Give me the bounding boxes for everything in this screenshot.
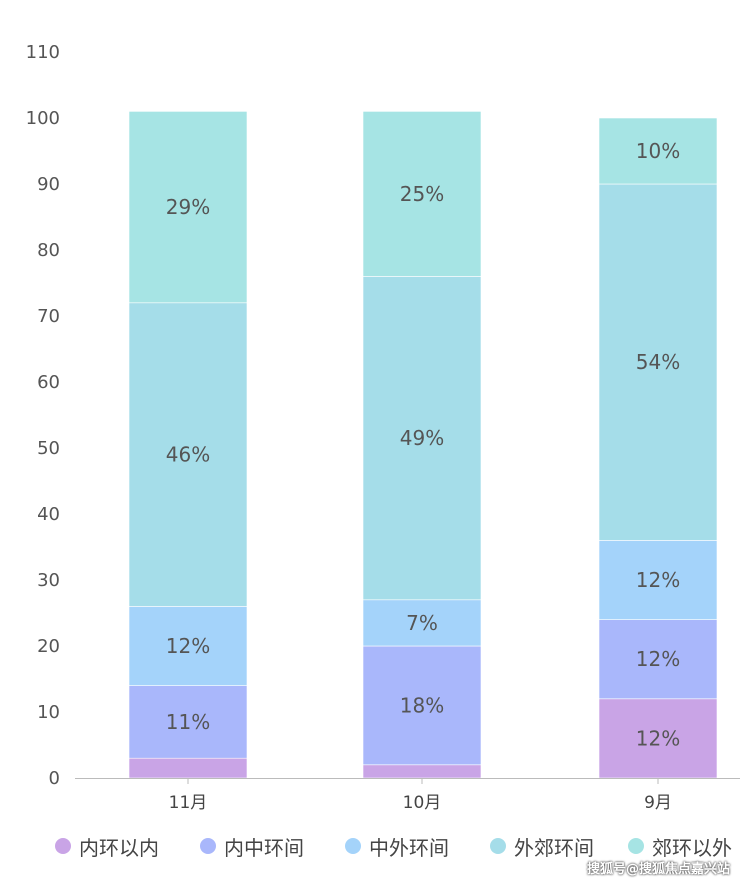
data-label: 12% bbox=[166, 634, 210, 658]
bar-segment bbox=[128, 111, 248, 304]
legend-label: 内中环间 bbox=[224, 835, 304, 860]
x-tick-label: 11月 bbox=[169, 793, 208, 813]
stacked-bar-chart: 0 10 20 30 40 50 60 70 80 90 100 110 11% 12% 46% 29% 18… bbox=[26, 42, 740, 813]
x-tick-label: 9月 bbox=[644, 793, 672, 813]
legend-item[interactable]: 郊环以外 bbox=[628, 826, 732, 866]
bar-segment bbox=[128, 685, 248, 759]
y-tick-label: 70 bbox=[37, 306, 60, 327]
data-label: 12% bbox=[636, 726, 680, 750]
legend-swatch bbox=[55, 838, 71, 854]
bar-segment bbox=[598, 619, 718, 700]
legend-label: 郊环以外 bbox=[652, 835, 732, 860]
legend-swatch bbox=[345, 838, 361, 854]
data-label: 29% bbox=[166, 195, 210, 219]
data-label: 46% bbox=[166, 443, 210, 467]
y-tick-label: 10 bbox=[37, 702, 60, 723]
data-label: 18% bbox=[400, 693, 444, 717]
bar-segment bbox=[362, 645, 482, 766]
legend-label: 中外环间 bbox=[369, 835, 449, 860]
y-tick-label: 100 bbox=[26, 108, 60, 129]
y-tick-label: 90 bbox=[37, 174, 60, 195]
bar-segment bbox=[362, 599, 482, 647]
legend: 内环以内 内中环间 中外环间 外郊环间 郊环以外 bbox=[0, 826, 740, 866]
y-tick-label: 80 bbox=[37, 240, 60, 261]
bar-segment bbox=[362, 276, 482, 601]
legend-item[interactable]: 内环以内 bbox=[55, 826, 159, 866]
legend-label: 外郊环间 bbox=[514, 835, 594, 860]
legend-item[interactable]: 内中环间 bbox=[200, 826, 304, 866]
data-label: 49% bbox=[400, 426, 444, 450]
y-tick-label: 60 bbox=[37, 372, 60, 393]
y-tick-label: 40 bbox=[37, 504, 60, 525]
data-label: 54% bbox=[636, 350, 680, 374]
bar-segment bbox=[362, 111, 482, 277]
data-label: 12% bbox=[636, 568, 680, 592]
y-tick-label: 20 bbox=[37, 636, 60, 657]
x-axis: 11月 10月 9月 bbox=[75, 778, 740, 813]
bar-segment bbox=[128, 757, 248, 779]
data-label: 10% bbox=[636, 139, 680, 163]
bar-segment bbox=[598, 540, 718, 620]
data-label: 12% bbox=[636, 647, 680, 671]
y-tick-label: 30 bbox=[37, 570, 60, 591]
legend-item[interactable]: 外郊环间 bbox=[490, 826, 594, 866]
legend-label: 内环以内 bbox=[79, 835, 159, 860]
bar-segment bbox=[598, 183, 718, 541]
y-tick-label: 50 bbox=[37, 438, 60, 459]
data-label: 7% bbox=[406, 611, 438, 635]
y-tick-label: 0 bbox=[49, 768, 60, 789]
legend-item[interactable]: 中外环间 bbox=[345, 826, 449, 866]
data-label: 25% bbox=[400, 182, 444, 206]
legend-swatch bbox=[628, 838, 644, 854]
y-axis: 0 10 20 30 40 50 60 70 80 90 100 110 bbox=[26, 42, 60, 789]
bars: 11% 12% 46% 29% 18% 7% 49% 25% 12% 12% 12% 54% 10% bbox=[128, 111, 718, 779]
legend-swatch bbox=[490, 838, 506, 854]
y-tick-label: 110 bbox=[26, 42, 60, 63]
bar-segment bbox=[598, 117, 718, 185]
x-tick-label: 10月 bbox=[403, 793, 442, 813]
legend-swatch bbox=[200, 838, 216, 854]
data-label: 11% bbox=[166, 710, 210, 734]
bar-segment bbox=[128, 606, 248, 686]
watermark: 搜狐号@搜狐焦点嘉兴站 bbox=[586, 862, 730, 877]
bar-segment bbox=[362, 764, 482, 779]
